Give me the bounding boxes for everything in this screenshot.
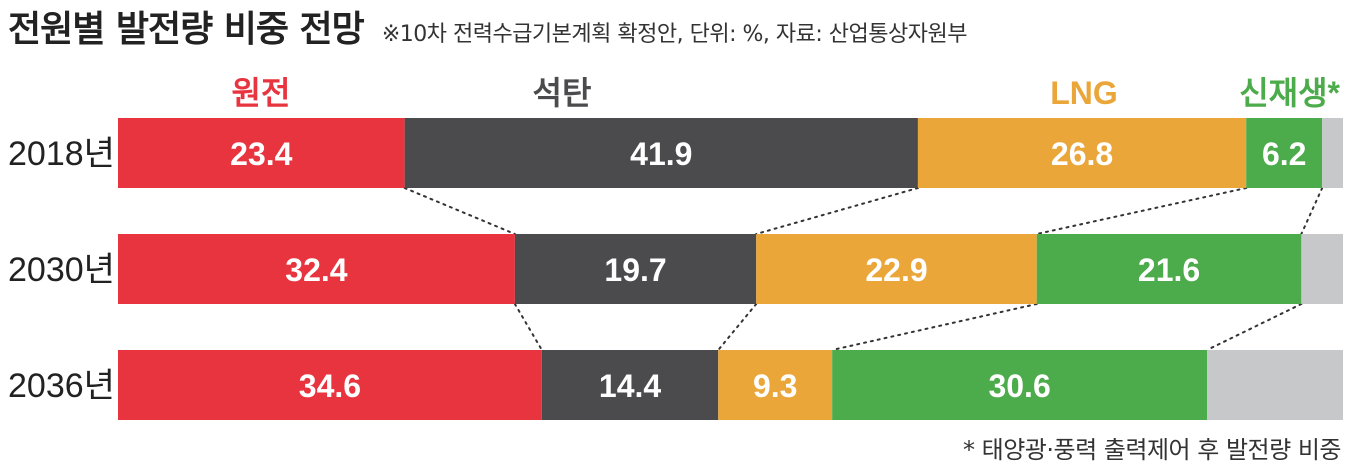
bar-segment-3 (718, 350, 833, 420)
category-label: 2036년 (8, 367, 115, 405)
connector-line (1035, 187, 1248, 235)
legend-label: LNG (1050, 75, 1118, 111)
bar-segment-5 (1322, 118, 1343, 188)
bar-segment-3 (917, 118, 1247, 188)
bar-segment-5 (1207, 350, 1343, 420)
bar-segment-2 (404, 118, 918, 188)
bar-value-label: 22.9 (865, 252, 927, 288)
category-label: 2018년 (8, 135, 115, 173)
bar-value-label: 34.6 (299, 368, 361, 404)
connector-line (831, 303, 1038, 351)
bar-value-label: 14.4 (599, 368, 661, 404)
bar-value-label: 26.8 (1051, 136, 1113, 172)
chart-header: 전원별 발전량 비중 전망 ※10차 전력수급기본계획 확정안, 단위: %, … (8, 0, 967, 50)
bar-segment-4 (832, 350, 1208, 420)
chart-title: 전원별 발전량 비중 전망 (8, 9, 365, 50)
connector-line (513, 303, 543, 351)
bar-value-label: 6.2 (1262, 136, 1306, 172)
bar-segment-4 (1246, 118, 1323, 188)
connector-line (1206, 303, 1303, 351)
legend-label: 원전 (232, 75, 291, 111)
connector-line (717, 303, 758, 351)
bar-segment-1 (118, 118, 405, 188)
bar-segment-2 (514, 234, 757, 304)
bar-value-label: 32.4 (285, 252, 347, 288)
legend-label: 석탄 (533, 75, 592, 111)
bar-segment-4 (1036, 234, 1302, 304)
bar-value-label: 21.6 (1138, 252, 1200, 288)
bar-value-label: 9.3 (753, 368, 797, 404)
bar-value-label: 41.9 (630, 136, 692, 172)
bar-value-label: 23.4 (230, 136, 292, 172)
bar-segment-1 (118, 234, 515, 304)
legend-label: 신재생* (1239, 75, 1340, 111)
chart-subtitle: ※10차 전력수급기본계획 확정안, 단위: %, 자료: 산업통상자원부 (381, 22, 968, 47)
bar-value-label: 19.7 (604, 252, 666, 288)
connector-line (1300, 187, 1324, 235)
category-label: 2030년 (8, 251, 115, 289)
bar-segment-5 (1301, 234, 1343, 304)
bar-segment-1 (118, 350, 542, 420)
bar-segment-2 (541, 350, 719, 420)
bar-segment-3 (756, 234, 1037, 304)
footnote: * 태양광·풍력 출력제어 후 발전량 비중 (963, 436, 1341, 464)
bar-value-label: 30.6 (988, 368, 1050, 404)
connector-line (403, 187, 516, 235)
connector-line (755, 187, 919, 235)
